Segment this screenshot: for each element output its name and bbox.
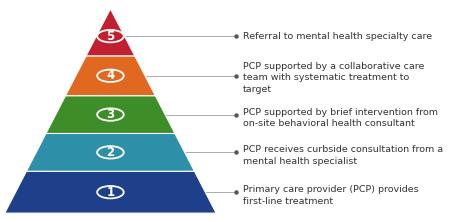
Text: 2: 2: [106, 146, 114, 159]
Polygon shape: [86, 9, 135, 56]
Text: PCP supported by brief intervention from
on-site behavioral health consultant: PCP supported by brief intervention from…: [243, 108, 438, 128]
Text: PCP receives curbside consultation from a
mental health specialist: PCP receives curbside consultation from …: [243, 145, 443, 166]
Polygon shape: [27, 133, 194, 171]
Text: Primary care provider (PCP) provides
first-line treatment: Primary care provider (PCP) provides fir…: [243, 185, 419, 206]
Text: 1: 1: [106, 186, 114, 199]
Polygon shape: [5, 171, 216, 213]
Text: 5: 5: [106, 30, 114, 43]
Text: Referral to mental health specialty care: Referral to mental health specialty care: [243, 32, 432, 41]
Text: 3: 3: [106, 108, 114, 121]
Text: PCP supported by a collaborative care
team with systematic treatment to
target: PCP supported by a collaborative care te…: [243, 62, 425, 94]
Text: 4: 4: [106, 69, 114, 82]
Polygon shape: [66, 56, 155, 96]
Polygon shape: [46, 96, 175, 133]
